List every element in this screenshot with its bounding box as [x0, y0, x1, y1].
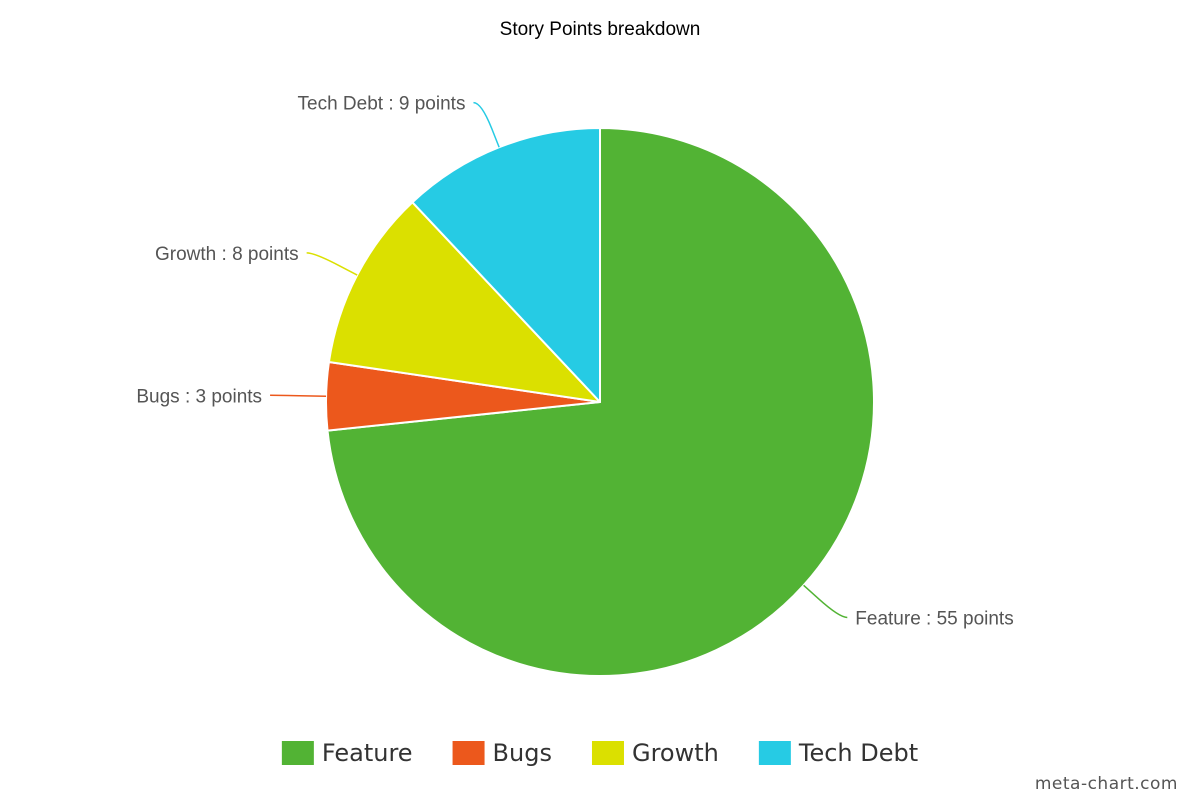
data-label-bugs: Bugs : 3 points [136, 386, 262, 407]
legend-swatch-growth [591, 741, 624, 765]
pie-slices [325, 127, 875, 677]
legend-label-feature: Feature [322, 739, 413, 767]
legend-swatch-bugs [452, 741, 485, 765]
data-label-growth: Growth : 8 points [155, 244, 299, 265]
legend-item-feature[interactable]: Feature [281, 739, 413, 767]
connector-growth [306, 252, 358, 276]
data-label-feature: Feature : 55 points [855, 608, 1013, 629]
connector-feature [803, 584, 848, 619]
legend-swatch-feature [281, 741, 314, 765]
data-label-tech-debt: Tech Debt : 9 points [298, 94, 466, 115]
connector-bugs [270, 394, 327, 398]
label-connectors [270, 101, 848, 619]
watermark: meta-chart.com [1034, 774, 1178, 794]
legend-swatch-tech-debt [758, 741, 791, 765]
chart-title: Story Points breakdown [500, 19, 701, 40]
pie-slice-tech-debt[interactable] [411, 127, 601, 403]
legend-item-tech-debt[interactable]: Tech Debt [758, 739, 918, 767]
legend-label-growth: Growth [632, 739, 719, 767]
legend-item-bugs[interactable]: Bugs [452, 739, 552, 767]
data-labels: Feature : 55 points Bugs : 3 points Growth… [136, 94, 1013, 630]
connector-tech-debt [473, 101, 500, 148]
legend-label-tech-debt: Tech Debt [798, 739, 918, 767]
legend-item-growth[interactable]: Growth [591, 739, 719, 767]
legend-label-bugs: Bugs [493, 739, 552, 767]
chart-legend: Feature Bugs Growth Tech Debt [281, 739, 918, 767]
